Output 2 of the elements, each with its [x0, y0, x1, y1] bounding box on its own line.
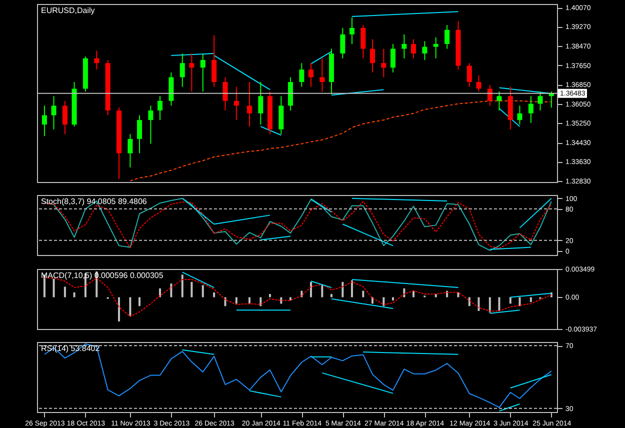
annotation: Stoch(8,3,7) 94.0805 89.4806	[41, 197, 148, 206]
chart-title: EURUSD,Daily	[41, 6, 95, 15]
